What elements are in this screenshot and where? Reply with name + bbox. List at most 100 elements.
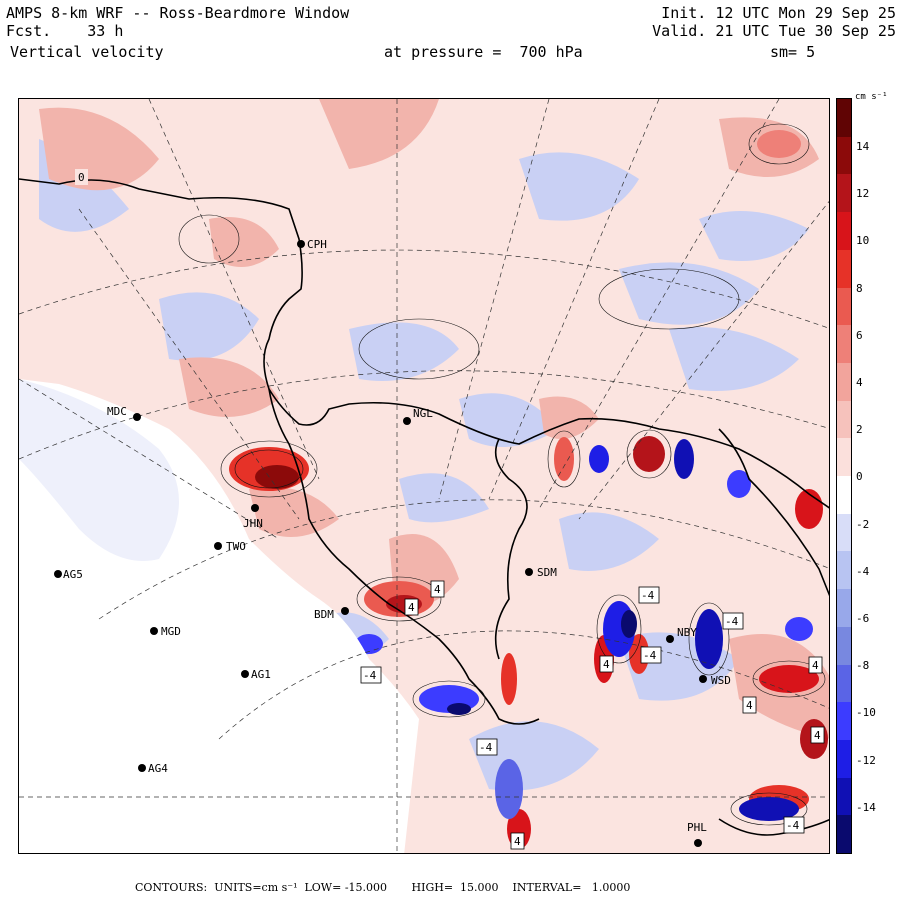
station-CPH[interactable]: CPH [297,238,327,251]
contour-label-box: -4 [783,816,805,834]
station-BDM[interactable]: BDM [314,607,349,621]
contour-value-labels: 4 4 -4 -4 -4 4 -4 -4 4 4 4 -4 4 0 [75,169,825,850]
contour-label-box: -4 [360,666,382,684]
station-NBY[interactable]: NBY [666,626,697,643]
svg-text:BDM: BDM [314,608,334,621]
contour-label-box: 4 [599,655,614,673]
svg-text:AG5: AG5 [63,568,83,581]
svg-text:-4: -4 [363,669,377,682]
footer-contours: CONTOURS: UNITS=cm s⁻¹ LOW= -15.000 [135,881,388,894]
svg-text:MDC: MDC [107,405,127,418]
svg-text:4: 4 [812,659,819,672]
colorbar-tick-label: -10 [856,706,876,720]
contour-label-box: 4 [810,726,825,744]
svg-text:4: 4 [746,699,753,712]
contour-label-box: 4 [742,696,757,714]
colorbar-tick-label: -12 [856,753,876,767]
colorbar-segment [837,136,851,175]
footer-high: HIGH= 15.000 [411,881,499,894]
smoothing-value: sm= 5 [770,43,816,61]
station-MGD[interactable]: MGD [150,625,181,638]
contour-label-box: 4 [404,598,419,616]
station-PHL[interactable]: PHL [687,821,707,847]
colorbar-tick-label: -6 [856,612,870,625]
svg-text:-4: -4 [786,819,800,832]
svg-text:0: 0 [78,171,85,184]
svg-text:MGD: MGD [161,625,181,638]
colorbar-tick-label: 4 [856,376,863,389]
colorbar-segment [837,664,851,703]
station-WSD[interactable]: WSD [699,674,731,687]
colorbar-tick-label: -4 [856,564,870,578]
colorbar-segment [837,400,851,439]
station-JHN[interactable]: JHN [243,504,263,530]
colorbar-tick-label: 0 [856,470,863,484]
colorbar-segment [837,777,851,816]
station-NGL[interactable]: NGL [403,407,433,425]
colorbar-tick-label: 12 [856,187,870,201]
colorbar-units: cm s⁻¹ [855,92,888,102]
init-time: Init. 12 UTC Mon 29 Sep 25 [661,4,896,22]
station-AG4[interactable]: AG4 [138,762,168,775]
colorbar-segment [837,702,851,741]
colorbar-tick-label: 14 [856,140,870,153]
contour-info-footer: CONTOURS: UNITS=cm s⁻¹ LOW= -15.000 HIGH… [135,881,630,894]
station-AG5[interactable]: AG5 [54,568,83,581]
colorbar-segment [837,325,851,364]
svg-text:NBY: NBY [677,626,697,639]
contour-label-box: 0 [75,169,88,185]
svg-text:WSD: WSD [711,674,731,687]
colorbar-tick-label: 6 [856,328,863,342]
colorbar-segment [837,589,851,628]
colorbar-segment [837,626,851,665]
contour-label-box: -4 [640,646,662,664]
contour-label-box: -4 [722,612,744,630]
forecast-hour: Fcst. 33 h [6,22,124,40]
station-AG1[interactable]: AG1 [241,668,271,681]
colorbar-segment [837,513,851,552]
colorbar-segment [837,287,851,326]
station-markers: CPH NGL MDC JHN TWO AG5 SDM BDM MGD AG1 … [54,238,731,847]
coastline [19,178,829,836]
colorbar-segment [837,249,851,288]
station-TWO[interactable]: TWO [214,540,246,553]
strong-descent-cells [355,439,813,821]
svg-text:4: 4 [408,601,415,614]
svg-text:-4: -4 [725,615,739,628]
colorbar-tick-label: -14 [856,800,876,814]
colorbar-segment [837,212,851,251]
svg-text:PHL: PHL [687,821,707,834]
colorbar-segment [837,815,851,854]
colorbar-segment [837,174,851,213]
svg-text:CPH: CPH [307,238,327,251]
variable-name: Vertical velocity [10,43,164,61]
map-canvas: CPH NGL MDC JHN TWO AG5 SDM BDM MGD AG1 … [19,99,829,853]
colorbar [836,98,852,854]
colorbar-tick-label: 8 [856,281,863,295]
colorbar-segment [837,551,851,590]
svg-text:-4: -4 [643,649,657,662]
valid-time: Valid. 21 UTC Tue 30 Sep 25 [652,22,896,40]
colorbar-segment [837,476,851,515]
svg-text:AG1: AG1 [251,668,271,681]
svg-text:4: 4 [434,583,441,596]
contour-label-box: 4 [510,832,525,850]
contour-label-box: 4 [430,580,445,598]
colorbar-segment [837,362,851,402]
station-SDM[interactable]: SDM [525,566,557,579]
svg-text:4: 4 [603,658,610,671]
colorbar-tick-label: -8 [856,659,870,673]
contour-label-box: 4 [808,656,823,674]
svg-text:SDM: SDM [537,566,557,579]
colorbar-segment [837,99,851,138]
svg-text:TWO: TWO [226,540,246,553]
colorbar-segment [837,739,851,779]
pressure-level: at pressure = 700 hPa [384,43,583,61]
svg-text:-4: -4 [641,589,655,602]
map-title: AMPS 8-km WRF -- Ross-Beardmore Window [6,4,350,22]
colorbar-tick-label: -2 [856,517,870,531]
colorbar-segment [837,438,851,477]
station-MDC[interactable]: MDC [107,405,141,421]
contour-label-box: -4 [476,738,498,756]
svg-text:-4: -4 [479,741,493,754]
